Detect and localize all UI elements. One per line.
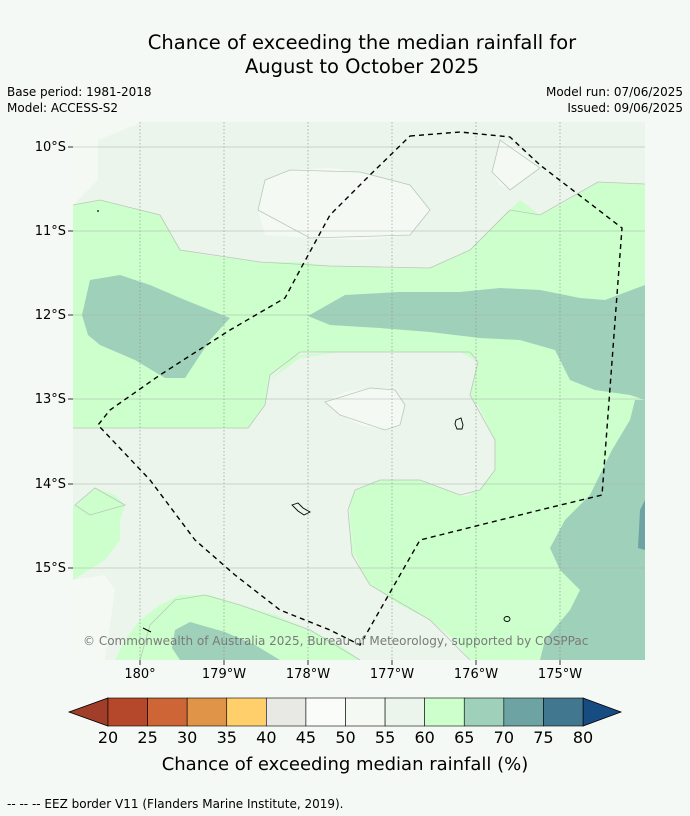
colorbar-tick-55: 55 <box>375 728 395 747</box>
colorbar-segment-45-50 <box>305 697 346 727</box>
map-title: Chance of exceeding the median rainfall … <box>0 31 690 79</box>
island-east <box>454 417 464 430</box>
graticule <box>73 122 645 660</box>
model-name: Model: ACCESS-S2 <box>7 101 119 115</box>
colorbar-segment-20-25 <box>107 697 148 727</box>
map-area: © Commonwealth of Australia 2025, Bureau… <box>73 122 645 660</box>
colorbar-tick-40: 40 <box>256 728 276 747</box>
lat-label-13s: 13°S <box>35 392 66 407</box>
colorbar-segment-75-80 <box>543 697 584 727</box>
band-50-55-north <box>258 168 430 240</box>
model-run: Model run: 07/06/2025 <box>545 85 683 99</box>
colorbar-tick-65: 65 <box>454 728 474 747</box>
lon-axis <box>139 660 561 665</box>
colorbar: 20 25 30 35 40 45 50 55 60 65 70 75 80 Chance of exc… <box>67 697 623 775</box>
lat-label-12s: 12°S <box>35 308 66 323</box>
colorbar-tick-25: 25 <box>137 728 157 747</box>
issued-date: Issued: 09/06/2025 <box>567 101 683 115</box>
copyright-text: © Commonwealth of Australia 2025, Bureau… <box>83 634 588 648</box>
colorbar-under-arrow <box>67 697 109 727</box>
meta-left: Base period: 1981-2018 Model: ACCESS-S2 <box>7 84 152 116</box>
colorbar-tick-20: 20 <box>98 728 118 747</box>
lat-label-10s: 10°S <box>35 140 66 155</box>
lon-label-175w: 175°W <box>538 667 582 682</box>
colorbar-tick-70: 70 <box>494 728 514 747</box>
lat-label-11s: 11°S <box>35 224 66 239</box>
colorbar-tick-45: 45 <box>296 728 316 747</box>
colorbar-tick-80: 80 <box>573 728 593 747</box>
eez-border <box>97 131 623 646</box>
colorbar-segment-40-45 <box>266 697 307 727</box>
meta-right: Model run: 07/06/2025 Issued: 09/06/2025 <box>546 84 683 116</box>
band-70-75-edge <box>638 500 645 550</box>
colorbar-title: Chance of exceeding median rainfall (%) <box>162 754 529 775</box>
colorbar-segment-50-55 <box>345 697 386 727</box>
colorbar-segment-35-40 <box>226 697 267 727</box>
lon-label-180: 180° <box>124 667 155 682</box>
band-50-55-northeast <box>492 140 540 190</box>
band-65-70-west <box>82 275 230 378</box>
colorbar-segment-30-35 <box>186 697 228 727</box>
colorbar-segment-65-70 <box>463 697 505 727</box>
lon-label-177w: 177°W <box>370 667 414 682</box>
lat-axis <box>68 146 73 569</box>
lon-label-176w: 176°W <box>454 667 498 682</box>
colorbar-tick-30: 30 <box>177 728 197 747</box>
title-line-2: August to October 2025 <box>244 55 480 78</box>
band-55-60-north-strip <box>366 122 445 170</box>
colorbar-segment-55-60 <box>384 697 425 727</box>
colorbar-segment-70-75 <box>503 697 544 727</box>
lat-label-15s: 15°S <box>35 561 66 576</box>
band-65-70-bottom <box>172 622 280 660</box>
band-60-65-east <box>350 400 645 660</box>
colorbar-tick-35: 35 <box>217 728 237 747</box>
lon-label-179w: 179°W <box>202 667 246 682</box>
band-50-55-southwest <box>73 575 115 660</box>
colorbar-tick-75: 75 <box>533 728 553 747</box>
eez-legend-footnote: -- -- -- EEZ border V11 (Flanders Marine… <box>7 797 344 811</box>
band-50-55-topleft <box>73 122 140 205</box>
band-65-70-southeast <box>540 400 645 660</box>
colorbar-segment-60-65 <box>424 697 465 727</box>
band-55-60-middle <box>73 352 495 660</box>
band-65-70-east <box>308 285 645 400</box>
lon-label-178w: 178°W <box>286 667 330 682</box>
lat-label-14s: 14°S <box>35 477 66 492</box>
island-sliver <box>142 627 152 633</box>
colorbar-over-arrow <box>582 697 623 727</box>
title-line-1: Chance of exceeding the median rainfall … <box>147 31 577 54</box>
colorbar-tick-50: 50 <box>335 728 355 747</box>
contour-lines <box>73 139 645 660</box>
island-south <box>503 616 511 622</box>
band-50-55-center <box>325 388 405 430</box>
colorbar-segment-25-30 <box>147 697 188 727</box>
base-period: Base period: 1981-2018 <box>7 85 152 99</box>
colorbar-tick-60: 60 <box>414 728 434 747</box>
island-dot <box>97 210 99 212</box>
island-west <box>291 502 311 516</box>
